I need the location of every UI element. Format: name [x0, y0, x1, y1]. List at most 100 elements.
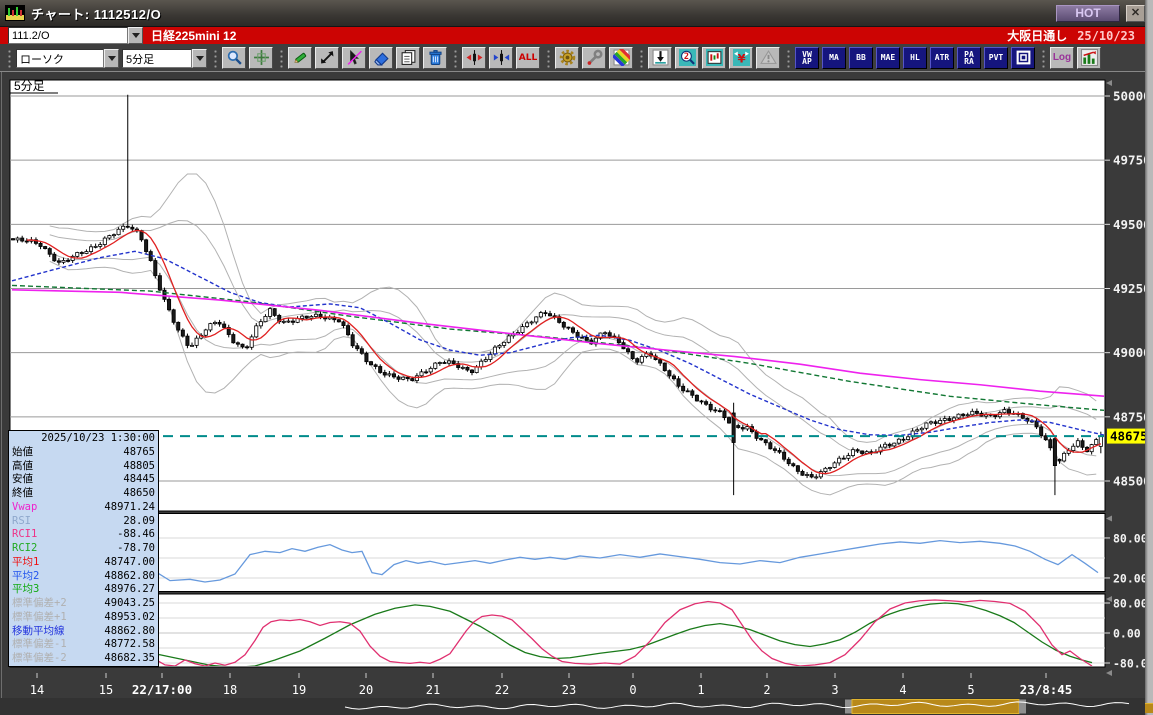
tooltip-label: 標準偏差-2: [12, 652, 67, 664]
toolbar-copy-button[interactable]: [396, 46, 420, 69]
toolbar-trend-resize-button[interactable]: [315, 46, 339, 69]
tooltip-value: 48445: [123, 473, 155, 486]
toolbar-bar-expand-button[interactable]: [462, 46, 486, 69]
toolbar-tools-wrench-button[interactable]: [582, 46, 606, 69]
settings-gear-icon: [559, 49, 575, 66]
toolbar-hl-button[interactable]: HL: [903, 46, 927, 69]
tooltip-label: 標準偏差-1: [12, 638, 67, 651]
toolbar-eraser-button[interactable]: [369, 46, 393, 69]
toolbar-log-scale-button[interactable]: Log: [1050, 46, 1074, 69]
period-label: 5分足: [14, 79, 45, 93]
tooltip-value: 48953.02: [104, 610, 155, 623]
time-tick-label: 19: [292, 683, 306, 697]
rsi-panel: [9, 513, 1106, 592]
tooltip-row: 標準偏差-1 48772.58: [12, 638, 155, 651]
chart-type-dropdown-arrow-icon[interactable]: [104, 49, 119, 68]
toolbar-grip[interactable]: [638, 47, 643, 68]
tooltip-datetime: 2025/10/23 1:30:00: [41, 432, 155, 444]
time-tick-label: 1: [697, 683, 704, 697]
toolbar-para-button[interactable]: PA RA: [957, 46, 981, 69]
chart-type-combo[interactable]: [16, 49, 119, 68]
tooltip-row: 終値 48650: [12, 487, 155, 500]
ma-mid-line: [11, 250, 1104, 437]
rsi-tick-label: 20.00: [1113, 571, 1148, 585]
price-tick-label: 48750: [1113, 409, 1151, 424]
time-tick-label: 3: [831, 683, 838, 697]
tooltip-value: -88.46: [117, 528, 155, 541]
resize-grip[interactable]: [1145, 703, 1153, 713]
timeframe-dropdown-arrow-icon[interactable]: [192, 49, 207, 68]
app-icon: [5, 5, 25, 21]
chart-download-icon: [652, 49, 668, 66]
price-tick-label: 49500: [1113, 217, 1151, 232]
tooltip-row: 始値 48765: [12, 446, 155, 459]
tooltip-value: 48747.00: [104, 555, 155, 568]
toolbar-pvt-button[interactable]: PVT: [984, 46, 1008, 69]
tooltip-row: 高値 48805: [12, 460, 155, 473]
time-tick-label: 15: [99, 683, 113, 697]
chart-canvas[interactable]: 5分足5000049750495004925049000487504850048…: [0, 72, 1153, 715]
toolbar-atr-button[interactable]: ATR: [930, 46, 954, 69]
toolbar-alert-button[interactable]: [756, 46, 780, 69]
timeframe-input[interactable]: [122, 49, 192, 68]
toolbar-delete-trash-button[interactable]: [423, 46, 447, 69]
time-tick-label: 22: [495, 683, 509, 697]
minimap[interactable]: [0, 698, 1145, 715]
toolbar-grip[interactable]: [278, 47, 283, 68]
chart-area[interactable]: 5分足 50000 49750 49500 49250 49000 48750 48500 48…: [0, 72, 1153, 715]
toolbar-select-cursor-button[interactable]: [342, 46, 366, 69]
chart-type-input[interactable]: [16, 49, 104, 68]
toolbar-zoom-button[interactable]: [222, 46, 246, 69]
tooltip-value: 48805: [123, 459, 155, 472]
minimap-handle-left: [845, 699, 852, 714]
toolbar-bar-compress-button[interactable]: [489, 46, 513, 69]
tooltip-label: 平均1: [12, 555, 40, 568]
toolbar-colors-rainbow-button[interactable]: [609, 46, 633, 69]
toolbar-ma-button[interactable]: MA: [822, 46, 846, 69]
toolbar-order-board-button[interactable]: [702, 46, 726, 69]
toolbar-grip[interactable]: [785, 47, 790, 68]
toolbar-grip[interactable]: [1040, 47, 1045, 68]
toolbar-yen-order-button[interactable]: ¥: [729, 46, 753, 69]
toolbar-vwap-button[interactable]: VW AP: [795, 46, 819, 69]
tooltip-value: 28.09: [123, 514, 155, 527]
vwap-line: [11, 288, 1104, 398]
order-board-icon: [705, 49, 723, 66]
hot-button[interactable]: HOT: [1056, 4, 1120, 22]
title-bar[interactable]: チャート: 1112512/O HOT ✕: [0, 0, 1153, 27]
symbol-combo[interactable]: [8, 27, 143, 44]
timeframe-combo[interactable]: [122, 49, 207, 68]
toolbar-show-all-button[interactable]: ALL: [516, 46, 540, 69]
tooltip-label: RCI2: [12, 542, 38, 554]
time-tick-label: 23: [562, 683, 576, 697]
price-tick-label: 49250: [1113, 281, 1151, 296]
toolbar-bb-button[interactable]: BB: [849, 46, 873, 69]
toolbar-grip[interactable]: [545, 47, 550, 68]
time-tick-label: 18: [223, 683, 237, 697]
time-tick-label: 5: [967, 683, 974, 697]
toolbar-grip[interactable]: [6, 47, 11, 68]
tooltip-value: 48650: [123, 487, 155, 499]
symbol-dropdown-arrow-icon[interactable]: [128, 27, 143, 44]
toolbar-grip[interactable]: [212, 47, 217, 68]
eraser-icon: [373, 52, 389, 66]
toolbar-crosshair-button[interactable]: [249, 46, 273, 69]
toolbar-order-search-button[interactable]: 2: [675, 46, 699, 69]
toolbar-new-chart-button[interactable]: [1077, 46, 1101, 69]
symbol-input[interactable]: [8, 27, 128, 44]
rci-tick-label: -80.00: [1113, 657, 1153, 671]
toolbar-mae-button[interactable]: MAE: [876, 46, 900, 69]
toolbar-chart-download-button[interactable]: [648, 46, 672, 69]
toolbar-grip[interactable]: [452, 47, 457, 68]
time-tick-label: 23/8:45: [1020, 682, 1073, 697]
toolbar-draw-pencil-button[interactable]: [288, 46, 312, 69]
trend-resize-icon: [320, 51, 333, 64]
close-button[interactable]: ✕: [1126, 4, 1145, 22]
main-price-panel: [9, 79, 1106, 512]
copy-icon: [401, 50, 415, 65]
toolbar-settings-gear-button[interactable]: [555, 46, 579, 69]
time-tick-label: 2: [763, 683, 770, 697]
tooltip-value: -78.70: [117, 542, 155, 554]
toolbar-frame-button[interactable]: [1011, 46, 1035, 69]
time-tick-label: 0: [629, 683, 636, 697]
